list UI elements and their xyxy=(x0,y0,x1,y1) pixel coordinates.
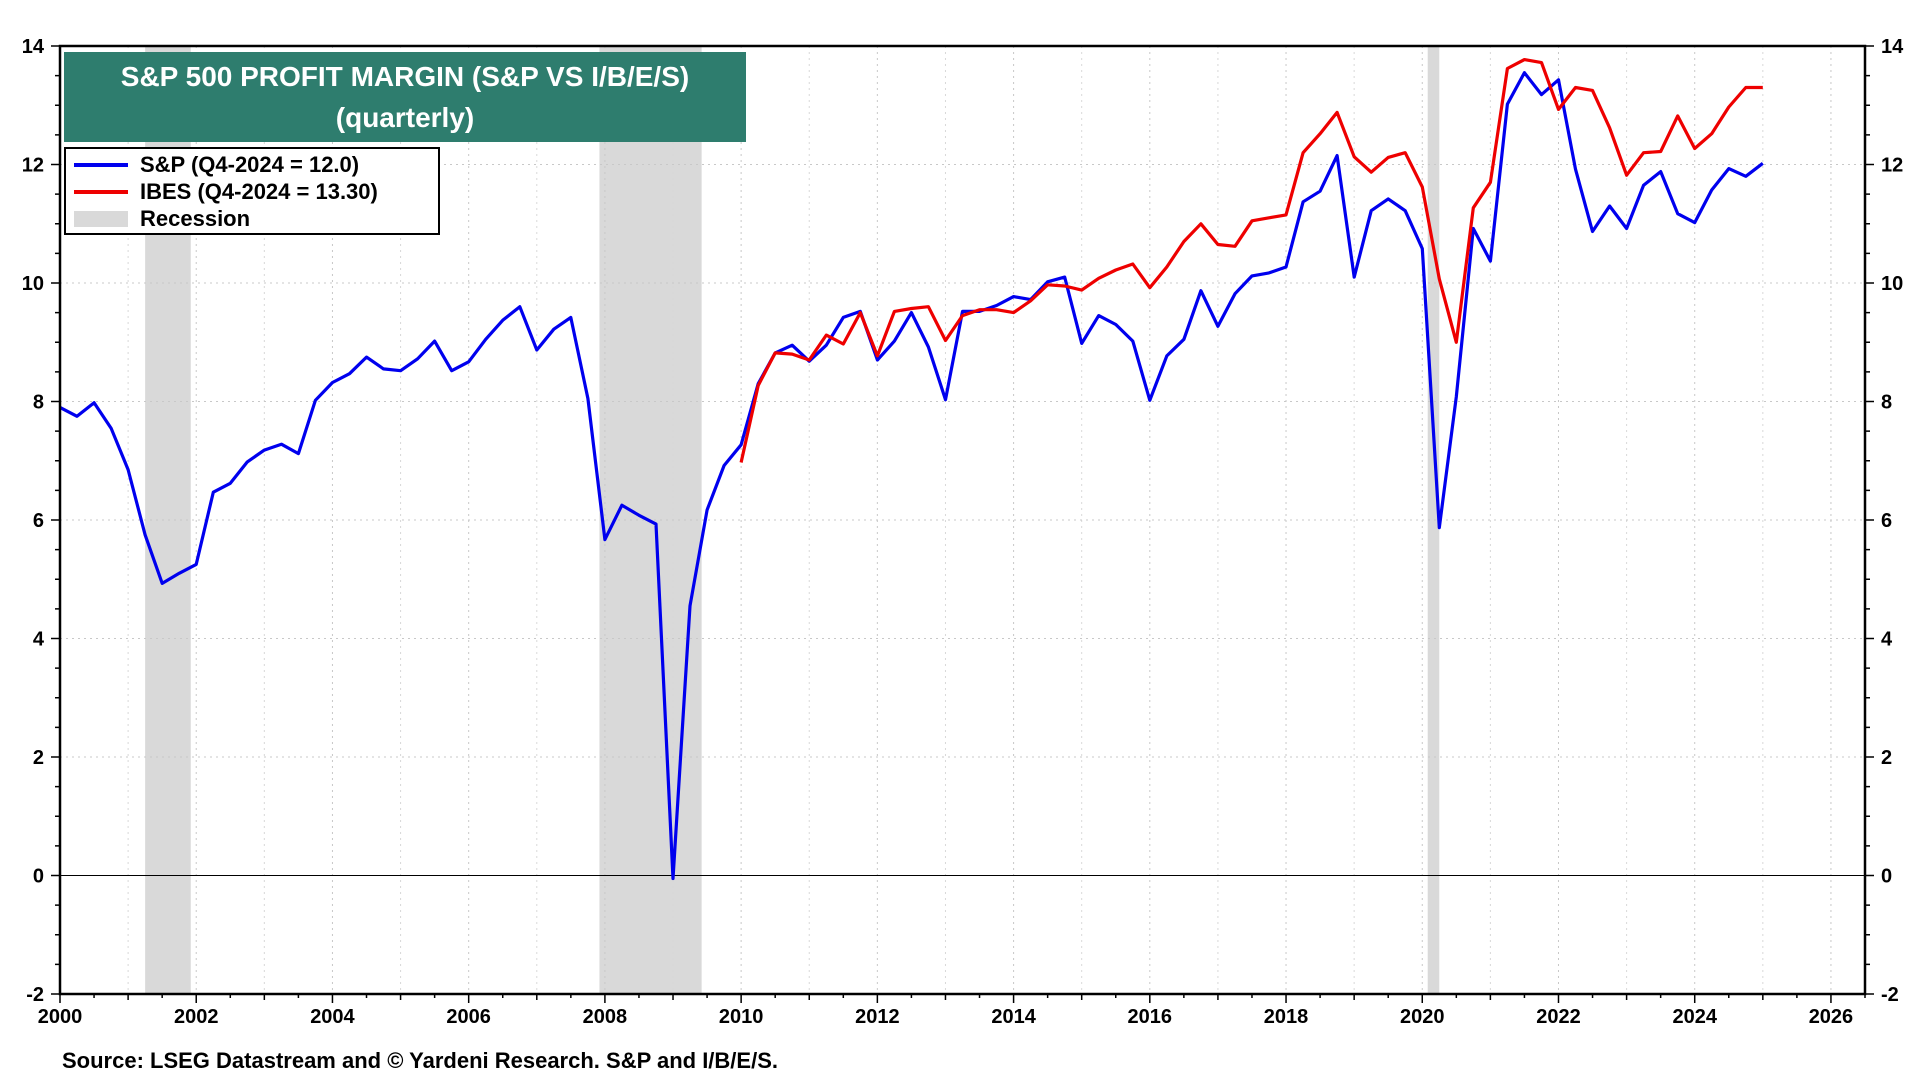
x-tick-label: 2002 xyxy=(174,1006,219,1028)
x-tick-label: 2006 xyxy=(446,1006,491,1028)
y-tick-label-left: -2 xyxy=(26,984,44,1006)
x-tick-label: 2014 xyxy=(991,1006,1036,1028)
legend-swatch-sp xyxy=(74,163,128,167)
legend-swatch-ibes xyxy=(74,190,128,194)
series-lines xyxy=(59,57,1764,881)
y-tick-label-left: 4 xyxy=(33,629,45,651)
x-tick-label: 2020 xyxy=(1400,1006,1445,1028)
y-tick-label-left: 10 xyxy=(22,273,44,295)
x-tick-label: 2004 xyxy=(310,1006,355,1028)
x-tick-label: 2008 xyxy=(583,1006,628,1028)
legend-label-sp: S&P (Q4-2024 = 12.0) xyxy=(140,152,360,177)
source-note: Source: LSEG Datastream and © Yardeni Re… xyxy=(62,1048,778,1073)
x-tick-label: 2012 xyxy=(855,1006,900,1028)
legend-swatch-recession xyxy=(74,211,128,227)
y-tick-label-left: 2 xyxy=(33,747,44,769)
y-tick-label-right: -2 xyxy=(1881,984,1899,1006)
legend-label-ibes: IBES (Q4-2024 = 13.30) xyxy=(140,179,378,204)
y-tick-label-right: 6 xyxy=(1881,510,1892,532)
legend: S&P (Q4-2024 = 12.0) IBES (Q4-2024 = 13.… xyxy=(64,147,440,235)
y-tick-label-left: 12 xyxy=(22,155,44,177)
y-tick-label-right: 8 xyxy=(1881,392,1892,414)
x-tick-label: 2018 xyxy=(1264,1006,1309,1028)
x-tick-label: 2010 xyxy=(719,1006,764,1028)
legend-item-ibes: IBES (Q4-2024 = 13.30) xyxy=(74,179,378,205)
series-line-ibes xyxy=(739,57,1763,463)
y-tick-label-left: 14 xyxy=(22,36,45,58)
x-tick-label: 2022 xyxy=(1536,1006,1581,1028)
legend-label-recession: Recession xyxy=(140,206,251,231)
recession-band-2 xyxy=(1427,46,1440,994)
y-tick-label-left: 6 xyxy=(33,510,44,532)
y-tick-label-right: 4 xyxy=(1881,629,1893,651)
chart-title-box: S&P 500 PROFIT MARGIN (S&P VS I/B/E/S) (… xyxy=(64,52,746,142)
y-tick-label-right: 10 xyxy=(1881,273,1903,295)
chart-title: S&P 500 PROFIT MARGIN (S&P VS I/B/E/S) xyxy=(120,61,690,92)
x-tick-label: 2000 xyxy=(38,1006,83,1028)
y-tick-label-left: 8 xyxy=(33,392,44,414)
series-line-sp xyxy=(59,71,1764,881)
axis-ticks xyxy=(51,45,1874,1003)
legend-item-recession: Recession xyxy=(74,206,250,232)
tick-labels: 2000 2002 2004 2006 2008 2010 2012 2014 2016 2018… xyxy=(22,36,1904,1028)
x-tick-label: 2024 xyxy=(1672,1006,1717,1028)
legend-item-sp: S&P (Q4-2024 = 12.0) xyxy=(74,152,359,178)
chart-subtitle: (quarterly) xyxy=(335,102,475,133)
y-tick-label-right: 0 xyxy=(1881,866,1892,888)
y-tick-label-right: 14 xyxy=(1881,36,1904,58)
x-tick-label: 2016 xyxy=(1128,1006,1173,1028)
x-tick-label: 2026 xyxy=(1809,1006,1854,1028)
y-tick-label-right: 12 xyxy=(1881,155,1903,177)
y-tick-label-left: 0 xyxy=(33,866,44,888)
y-tick-label-right: 2 xyxy=(1881,747,1892,769)
